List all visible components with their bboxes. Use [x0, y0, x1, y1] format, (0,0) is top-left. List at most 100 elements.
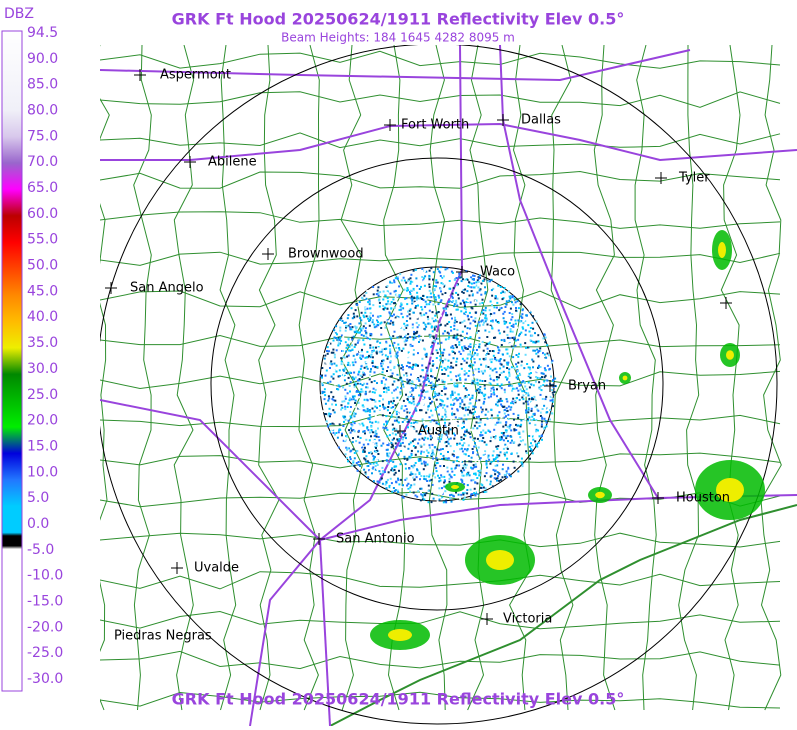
echo	[326, 352, 329, 355]
echo	[403, 340, 406, 343]
city-marker	[655, 172, 667, 184]
echo	[436, 406, 439, 409]
echo	[404, 467, 407, 470]
echo	[495, 445, 498, 448]
county-line	[340, 45, 363, 711]
echo	[393, 419, 396, 422]
scale-label: 55.0	[27, 232, 58, 248]
echo	[458, 442, 461, 445]
echo	[528, 372, 531, 375]
echo	[455, 375, 457, 378]
echo	[469, 353, 471, 356]
echo	[451, 271, 454, 274]
echo	[446, 322, 449, 325]
echo	[423, 498, 426, 501]
echo	[551, 389, 554, 391]
echo	[430, 386, 433, 389]
echo	[470, 390, 473, 393]
echo	[435, 332, 438, 335]
echo	[456, 357, 459, 360]
echo	[552, 405, 554, 408]
echo	[386, 452, 389, 455]
echo	[456, 328, 459, 331]
echo	[424, 426, 427, 429]
county-line	[100, 290, 781, 310]
echo	[379, 291, 382, 294]
echo	[332, 395, 335, 398]
echo	[465, 372, 468, 375]
echo	[506, 412, 509, 415]
echo	[500, 387, 503, 390]
echo	[406, 315, 409, 318]
echo	[500, 363, 503, 366]
county-line	[760, 45, 782, 711]
echo	[349, 326, 352, 329]
echo	[434, 337, 437, 340]
echo	[552, 386, 555, 388]
echo	[456, 385, 459, 388]
echo	[433, 292, 436, 295]
echo	[503, 287, 506, 289]
echo	[323, 391, 326, 394]
echo	[524, 333, 527, 336]
echo	[336, 337, 339, 340]
echo	[445, 387, 448, 390]
echo	[363, 373, 366, 376]
echo	[446, 405, 449, 408]
echo	[439, 448, 442, 451]
echo	[462, 349, 465, 352]
echo	[344, 395, 347, 398]
echo	[480, 363, 483, 366]
echo	[518, 334, 521, 337]
city-label: Bryan	[568, 379, 606, 394]
echo	[351, 348, 354, 351]
echo	[430, 346, 433, 349]
echo	[459, 276, 462, 279]
echo	[538, 350, 540, 353]
echo	[463, 496, 466, 499]
echo	[534, 405, 537, 408]
echo	[487, 454, 490, 457]
echo	[430, 370, 433, 373]
echo	[468, 402, 471, 405]
echo	[457, 424, 460, 427]
echo	[387, 278, 390, 280]
echo	[477, 276, 480, 279]
echo	[518, 433, 521, 435]
echo	[413, 483, 416, 486]
echo	[478, 274, 481, 277]
echo	[403, 374, 405, 377]
echo	[409, 395, 412, 397]
echo	[520, 364, 523, 367]
echo	[468, 370, 471, 372]
echo	[417, 442, 420, 445]
echo	[491, 405, 494, 408]
echo	[492, 388, 495, 391]
echo	[512, 397, 515, 400]
echo	[374, 465, 377, 467]
echo	[382, 442, 385, 445]
echo	[410, 449, 413, 452]
echo	[528, 386, 531, 389]
echo	[368, 451, 371, 454]
echo	[391, 428, 394, 431]
echo	[457, 293, 460, 296]
echo	[481, 298, 484, 301]
echo	[418, 473, 421, 475]
scale-label: 75.0	[27, 128, 58, 144]
echo	[491, 369, 494, 372]
echo	[493, 470, 496, 473]
echo	[546, 411, 549, 414]
echo	[469, 366, 472, 369]
echo	[401, 421, 404, 423]
echo	[424, 478, 427, 481]
echo	[470, 332, 473, 334]
echo	[378, 407, 381, 410]
echo	[376, 323, 379, 326]
echo	[463, 312, 466, 315]
echo	[439, 371, 442, 374]
echo	[397, 334, 400, 337]
echo	[350, 416, 353, 419]
echo	[407, 278, 410, 281]
echo	[494, 336, 497, 339]
